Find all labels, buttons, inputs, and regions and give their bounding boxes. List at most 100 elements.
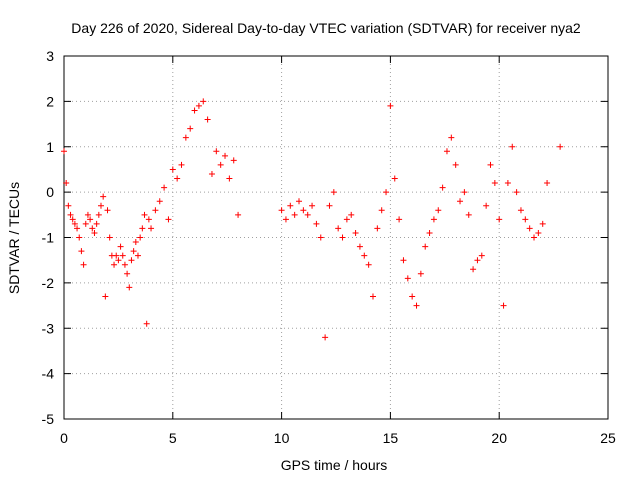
data-point <box>130 248 137 255</box>
data-point <box>191 107 198 114</box>
data-point <box>356 243 363 250</box>
data-point <box>509 143 516 150</box>
data-point <box>204 116 211 123</box>
data-point <box>115 257 122 264</box>
data-point <box>152 207 159 214</box>
data-point <box>343 216 350 223</box>
data-point <box>165 216 172 223</box>
y-tick-label: -4 <box>42 366 55 382</box>
data-point <box>121 261 128 268</box>
data-point <box>413 302 420 309</box>
data-point <box>278 207 285 214</box>
y-tick-label: 1 <box>46 139 54 155</box>
data-point <box>141 211 148 218</box>
data-point <box>134 252 141 259</box>
data-point <box>200 98 207 105</box>
data-point <box>400 257 407 264</box>
data-point <box>339 234 346 241</box>
data-point <box>222 152 229 159</box>
data-point <box>156 198 163 205</box>
x-axis-label: GPS time / hours <box>281 457 388 473</box>
x-tick-label: 0 <box>60 430 68 446</box>
data-point <box>369 293 376 300</box>
data-point <box>282 216 289 223</box>
data-point <box>300 207 307 214</box>
data-point <box>126 284 133 291</box>
data-point <box>76 234 83 241</box>
data-point <box>226 175 233 182</box>
data-point <box>178 161 185 168</box>
data-point <box>487 161 494 168</box>
data-point <box>483 202 490 209</box>
data-point <box>517 207 524 214</box>
data-point <box>352 229 359 236</box>
data-point <box>526 225 533 232</box>
data-point <box>317 234 324 241</box>
data-point <box>137 234 144 241</box>
data-point <box>132 239 139 246</box>
data-point <box>439 184 446 191</box>
data-point <box>84 211 91 218</box>
data-point <box>422 243 429 250</box>
data-point <box>374 225 381 232</box>
data-point <box>89 225 96 232</box>
data-point <box>230 157 237 164</box>
data-point <box>348 211 355 218</box>
data-point <box>78 248 85 255</box>
data-point <box>287 202 294 209</box>
data-point <box>513 189 520 196</box>
data-point <box>504 180 511 187</box>
y-tick-label: 2 <box>46 93 54 109</box>
data-point <box>404 275 411 282</box>
data-point <box>148 225 155 232</box>
data-point <box>61 148 67 155</box>
data-point <box>161 184 168 191</box>
data-point <box>97 202 104 209</box>
data-point <box>143 320 150 327</box>
data-point <box>391 175 398 182</box>
data-point <box>430 216 437 223</box>
data-point <box>104 207 111 214</box>
data-point <box>71 220 78 227</box>
data-point <box>465 211 472 218</box>
data-point <box>106 234 113 241</box>
data-point <box>457 198 464 205</box>
data-point <box>426 229 433 236</box>
data-point <box>522 216 529 223</box>
data-point <box>461 189 468 196</box>
y-tick-label: -5 <box>42 411 55 427</box>
data-point <box>217 161 224 168</box>
data-point <box>452 161 459 168</box>
y-tick-label: -1 <box>42 230 55 246</box>
data-point <box>443 148 450 155</box>
y-tick-label: 0 <box>46 184 54 200</box>
data-point <box>113 252 120 259</box>
y-tick-label: -3 <box>42 320 55 336</box>
x-tick-label: 20 <box>491 430 507 446</box>
x-tick-label: 10 <box>274 430 290 446</box>
data-point <box>435 207 442 214</box>
data-point <box>383 189 390 196</box>
data-point <box>531 234 538 241</box>
data-point <box>213 148 220 155</box>
data-point <box>500 302 507 309</box>
data-point <box>169 166 176 173</box>
data-point <box>470 266 477 273</box>
y-axis-label: SDTVAR / TECUs <box>6 182 22 294</box>
x-tick-label: 5 <box>169 430 177 446</box>
data-point <box>365 261 372 268</box>
x-tick-label: 15 <box>383 430 399 446</box>
data-point <box>111 261 118 268</box>
chart-title: Day 226 of 2020, Sidereal Day-to-day VTE… <box>71 20 581 36</box>
data-point <box>80 261 87 268</box>
data-point <box>304 211 311 218</box>
data-point <box>396 216 403 223</box>
data-point <box>93 220 100 227</box>
data-point <box>291 211 298 218</box>
data-point <box>67 211 74 218</box>
data-point <box>182 134 189 141</box>
data-point <box>87 216 94 223</box>
data-point <box>63 180 70 187</box>
data-point <box>309 202 316 209</box>
